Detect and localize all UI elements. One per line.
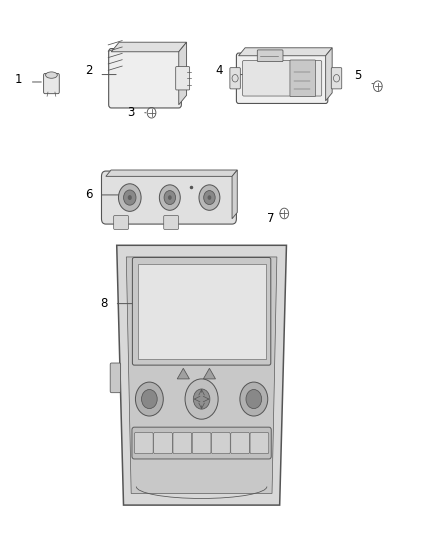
Polygon shape xyxy=(239,48,332,56)
Circle shape xyxy=(168,195,172,200)
Circle shape xyxy=(246,390,261,409)
Text: 3: 3 xyxy=(127,106,135,119)
Text: 4: 4 xyxy=(215,64,223,77)
Text: 5: 5 xyxy=(355,69,362,82)
Text: 2: 2 xyxy=(85,64,92,77)
FancyBboxPatch shape xyxy=(109,49,181,108)
FancyBboxPatch shape xyxy=(138,264,265,359)
Text: 8: 8 xyxy=(100,297,107,310)
Text: 1: 1 xyxy=(15,73,22,86)
Polygon shape xyxy=(232,170,237,219)
Circle shape xyxy=(208,195,211,200)
FancyBboxPatch shape xyxy=(164,216,179,229)
FancyBboxPatch shape xyxy=(102,171,237,224)
FancyBboxPatch shape xyxy=(331,68,342,89)
Text: 7: 7 xyxy=(268,212,275,225)
Circle shape xyxy=(185,379,218,419)
FancyBboxPatch shape xyxy=(173,432,192,454)
Polygon shape xyxy=(117,245,286,505)
Polygon shape xyxy=(203,368,215,379)
Circle shape xyxy=(164,191,176,205)
FancyBboxPatch shape xyxy=(243,61,322,96)
FancyBboxPatch shape xyxy=(230,68,240,89)
Polygon shape xyxy=(111,42,187,52)
FancyBboxPatch shape xyxy=(290,60,316,96)
Circle shape xyxy=(135,382,163,416)
Polygon shape xyxy=(177,368,189,379)
Polygon shape xyxy=(106,170,237,176)
Text: 6: 6 xyxy=(85,189,92,201)
Circle shape xyxy=(240,382,268,416)
FancyBboxPatch shape xyxy=(44,74,59,94)
FancyBboxPatch shape xyxy=(250,432,269,454)
FancyBboxPatch shape xyxy=(154,432,173,454)
FancyBboxPatch shape xyxy=(132,257,271,365)
Polygon shape xyxy=(325,48,332,101)
Circle shape xyxy=(193,389,210,409)
FancyBboxPatch shape xyxy=(132,427,271,459)
FancyBboxPatch shape xyxy=(231,432,250,454)
FancyBboxPatch shape xyxy=(114,216,128,229)
FancyBboxPatch shape xyxy=(176,67,190,90)
Circle shape xyxy=(199,185,220,211)
FancyBboxPatch shape xyxy=(110,363,120,393)
FancyBboxPatch shape xyxy=(192,432,211,454)
Polygon shape xyxy=(179,42,187,105)
FancyBboxPatch shape xyxy=(134,432,153,454)
Circle shape xyxy=(124,190,136,205)
Circle shape xyxy=(141,390,157,409)
FancyBboxPatch shape xyxy=(212,432,230,454)
FancyBboxPatch shape xyxy=(257,50,283,62)
Circle shape xyxy=(118,184,141,212)
Circle shape xyxy=(159,185,180,211)
Circle shape xyxy=(128,195,132,200)
Circle shape xyxy=(204,191,215,205)
FancyBboxPatch shape xyxy=(237,53,328,103)
Ellipse shape xyxy=(46,72,57,78)
Polygon shape xyxy=(126,257,277,494)
